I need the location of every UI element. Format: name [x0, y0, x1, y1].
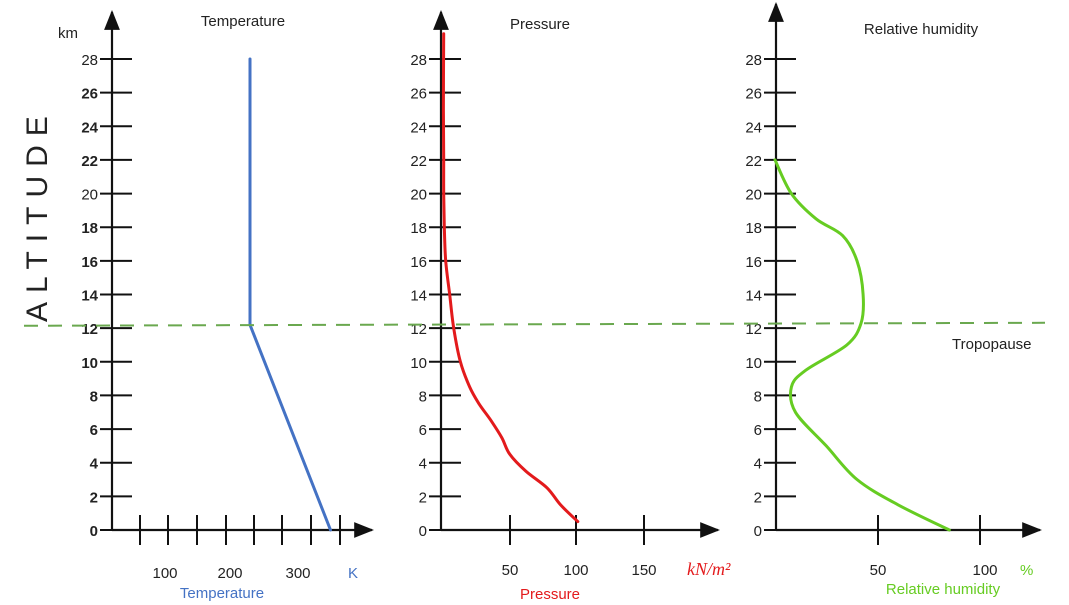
y-tick-label: 20	[745, 187, 762, 204]
y-tick-label: 14	[410, 288, 427, 305]
y-tick-label: 0	[90, 523, 98, 540]
y-tick-label: 10	[410, 355, 427, 372]
x-axis-label: Relative humidity	[886, 581, 1001, 598]
chart-title: Pressure	[510, 16, 570, 33]
y-tick-label: 8	[90, 388, 98, 405]
y-tick-label: 6	[90, 422, 98, 439]
y-tick-label: 4	[90, 456, 99, 473]
x-unit-label: K	[348, 565, 358, 582]
y-tick-label: 8	[754, 388, 762, 405]
y-tick-label: 6	[754, 422, 762, 439]
y-tick-label: 28	[81, 52, 98, 69]
y-tick-label: 26	[410, 86, 427, 103]
y-tick-label: 22	[81, 153, 98, 170]
chart-title: Relative humidity	[864, 21, 979, 38]
y-tick-label: 8	[419, 388, 427, 405]
y-tick-label: 20	[410, 187, 427, 204]
y-tick-label: 10	[81, 355, 98, 372]
x-axis-label: Temperature	[180, 585, 264, 602]
y-tick-label: 4	[419, 456, 427, 473]
y-axis-unit-label: km	[58, 25, 78, 42]
y-tick-label: 0	[754, 523, 762, 540]
x-unit-label: %	[1020, 562, 1033, 579]
y-tick-label: 2	[90, 489, 98, 506]
tropopause-label: Tropopause	[952, 336, 1032, 353]
y-tick-label: 0	[419, 523, 427, 540]
x-tick-label: 50	[502, 562, 519, 579]
y-tick-label: 24	[410, 119, 427, 136]
y-tick-label: 4	[754, 456, 762, 473]
x-tick-label: 300	[285, 565, 310, 582]
y-tick-label: 22	[745, 153, 762, 170]
y-tick-label: 18	[410, 220, 427, 237]
y-tick-label: 16	[745, 254, 762, 271]
y-tick-label: 6	[419, 422, 427, 439]
y-tick-label: 26	[745, 86, 762, 103]
y-tick-label: 2	[754, 489, 762, 506]
y-tick-label: 16	[410, 254, 427, 271]
y-tick-label: 10	[745, 355, 762, 372]
x-tick-label: 150	[631, 562, 656, 579]
y-tick-label: 18	[745, 220, 762, 237]
y-tick-label: 18	[81, 220, 98, 237]
tropopause-line	[23, 321, 1046, 327]
x-tick-label: 100	[152, 565, 177, 582]
chart-title: Temperature	[201, 13, 285, 30]
y-axis-word: ALTITUDE	[21, 107, 54, 322]
x-tick-label: 50	[870, 562, 887, 579]
y-tick-label: 16	[81, 254, 98, 271]
y-tick-label: 26	[81, 86, 98, 103]
y-tick-label: 22	[410, 153, 427, 170]
x-tick-label: 200	[217, 565, 242, 582]
x-unit-label: kN/m²	[687, 559, 731, 579]
y-tick-label: 28	[745, 52, 762, 69]
y-tick-label: 2	[419, 489, 427, 506]
data-line	[248, 57, 332, 532]
x-axis-label: Pressure	[520, 586, 580, 603]
y-tick-label: 12	[81, 321, 98, 338]
y-tick-label: 28	[410, 52, 427, 69]
x-tick-label: 100	[972, 562, 997, 579]
y-tick-label: 24	[81, 119, 98, 136]
y-tick-label: 14	[745, 288, 762, 305]
y-tick-label: 14	[81, 288, 98, 305]
x-tick-label: 100	[563, 562, 588, 579]
y-tick-label: 24	[745, 119, 762, 136]
data-line	[773, 158, 951, 532]
y-tick-label: 20	[81, 187, 98, 204]
y-tick-label: 12	[745, 321, 762, 338]
data-line	[441, 32, 580, 524]
